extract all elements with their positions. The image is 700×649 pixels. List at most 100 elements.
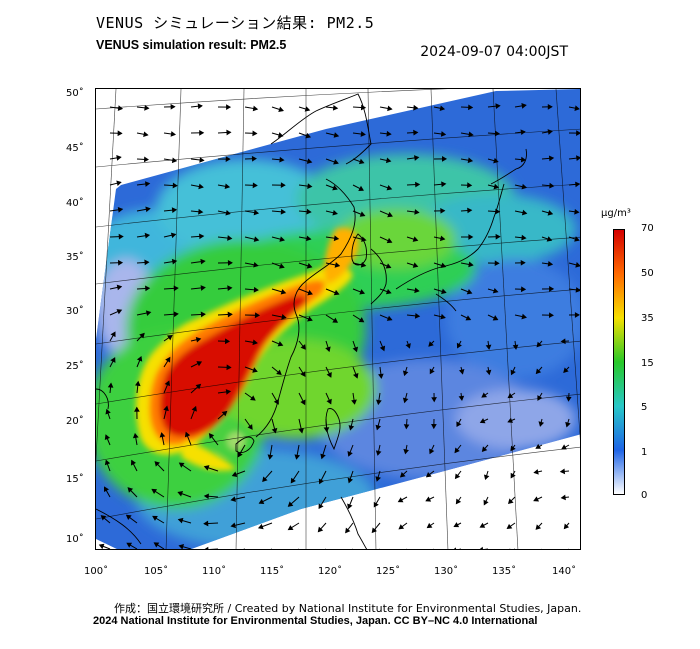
wind-vector-head (371, 527, 377, 534)
wind-vector-head (412, 262, 419, 268)
wind-vector-head (359, 289, 366, 295)
wind-vector-head (507, 393, 514, 399)
wind-vector-head (548, 155, 555, 162)
wind-vector-head (105, 408, 111, 415)
colorbar (613, 229, 625, 495)
wind-vector-head (208, 433, 215, 439)
wind-vector-head (442, 156, 448, 162)
wind-vector-head (429, 368, 435, 375)
wind-vector-head (287, 525, 294, 531)
title-english: VENUS simulation result: PM2.5 (96, 38, 287, 52)
wind-vector-head (110, 357, 116, 363)
wind-vector-head (414, 287, 420, 294)
wind-vector-head (399, 472, 406, 478)
wind-vector-head (347, 451, 353, 457)
wind-vector-head (574, 208, 580, 215)
lat-label: 45˚ (66, 143, 84, 154)
wind-vector-head (510, 445, 516, 452)
lon-label: 135˚ (492, 566, 517, 577)
wind-vector-head (143, 156, 149, 163)
wind-vector-head (537, 395, 543, 401)
wind-vector-head (379, 345, 386, 352)
wind-vector-head (118, 233, 124, 240)
lon-label: 115˚ (260, 566, 285, 577)
wind-vector-head (358, 158, 365, 165)
wind-vector-head (253, 236, 260, 242)
wind-vector-head (547, 104, 553, 110)
wind-vector-head (485, 369, 492, 376)
wind-vector-head (563, 523, 570, 530)
wind-vector-head (117, 130, 123, 137)
wind-vector-head (226, 129, 232, 136)
wind-vector-head (200, 285, 206, 291)
wind-vector-head (492, 315, 499, 321)
wind-vectors (98, 103, 580, 549)
wind-vector-head (225, 209, 231, 216)
colorbar-unit: µg/m³ (601, 208, 631, 219)
wind-vector-head (403, 424, 410, 430)
wind-vector-head (454, 473, 461, 480)
wind-vector-head (104, 486, 110, 493)
wind-vector-head (134, 406, 140, 412)
wind-vector-head (126, 542, 133, 548)
wind-vector-head (481, 392, 488, 398)
wind-vector-head (178, 462, 185, 468)
wind-vector-head (317, 526, 324, 533)
wind-vector-head (565, 421, 571, 428)
wind-vector-head (227, 285, 233, 291)
wind-vector-head (575, 287, 580, 293)
wind-vector-head (358, 185, 364, 191)
wind-vector-head (576, 130, 580, 136)
wind-vector-head (375, 476, 381, 482)
wind-vector-head (481, 446, 488, 452)
wind-vector-head (398, 524, 405, 530)
wind-vector-head (279, 156, 285, 163)
wind-vector-head (535, 368, 542, 375)
wind-vector-head (575, 181, 580, 188)
wind-vector-head (151, 488, 158, 494)
wind-vector-head (397, 497, 404, 503)
wind-vector-head (428, 341, 434, 347)
wind-vector-head (116, 155, 122, 161)
colorbar-tick: 70 (641, 223, 654, 234)
wind-vector-head (483, 499, 489, 506)
wind-vector-head (280, 208, 287, 215)
wind-vector (458, 548, 461, 549)
wind-vector-head (375, 424, 382, 431)
wind-vector-head (273, 398, 279, 405)
wind-vector-head (159, 432, 166, 438)
wind-vector-head (224, 338, 230, 345)
wind-vector-head (280, 289, 287, 295)
wind-vector-head (439, 235, 446, 242)
wind-vector-head (479, 418, 486, 424)
wind-vector-head (132, 432, 139, 439)
wind-vector-head (199, 157, 205, 163)
wind-vector-head (413, 104, 419, 111)
wind-vector-head (304, 106, 311, 112)
wind-vector-head (375, 450, 382, 456)
wind-vector-head (426, 522, 433, 529)
wind-vector-head (376, 399, 382, 406)
wind-vector-head (170, 131, 176, 137)
colorbar-tick: 1 (641, 447, 648, 458)
wind-vector-head (173, 285, 179, 292)
wind-vector-head (199, 233, 205, 240)
wind-vector-head (413, 155, 420, 161)
wind-vector-head (332, 185, 338, 191)
wind-vector-head (251, 155, 258, 162)
wind-vector-head (247, 424, 253, 430)
wind-vector-head (455, 498, 462, 505)
wind-vector-head (440, 313, 446, 320)
wind-vector-head (262, 476, 268, 483)
wind-vector-head (508, 498, 514, 504)
wind-vector-head (173, 311, 179, 318)
wind-vector-head (521, 313, 527, 320)
wind-vector-head (306, 208, 312, 215)
wind-vector (406, 548, 407, 549)
wind-vector-head (125, 514, 132, 520)
wind-vector-head (332, 104, 339, 111)
wind-vector-head (225, 156, 231, 162)
wind-vector-head (538, 421, 545, 427)
wind-vector-head (458, 368, 465, 375)
wind-vector-head (547, 260, 554, 267)
